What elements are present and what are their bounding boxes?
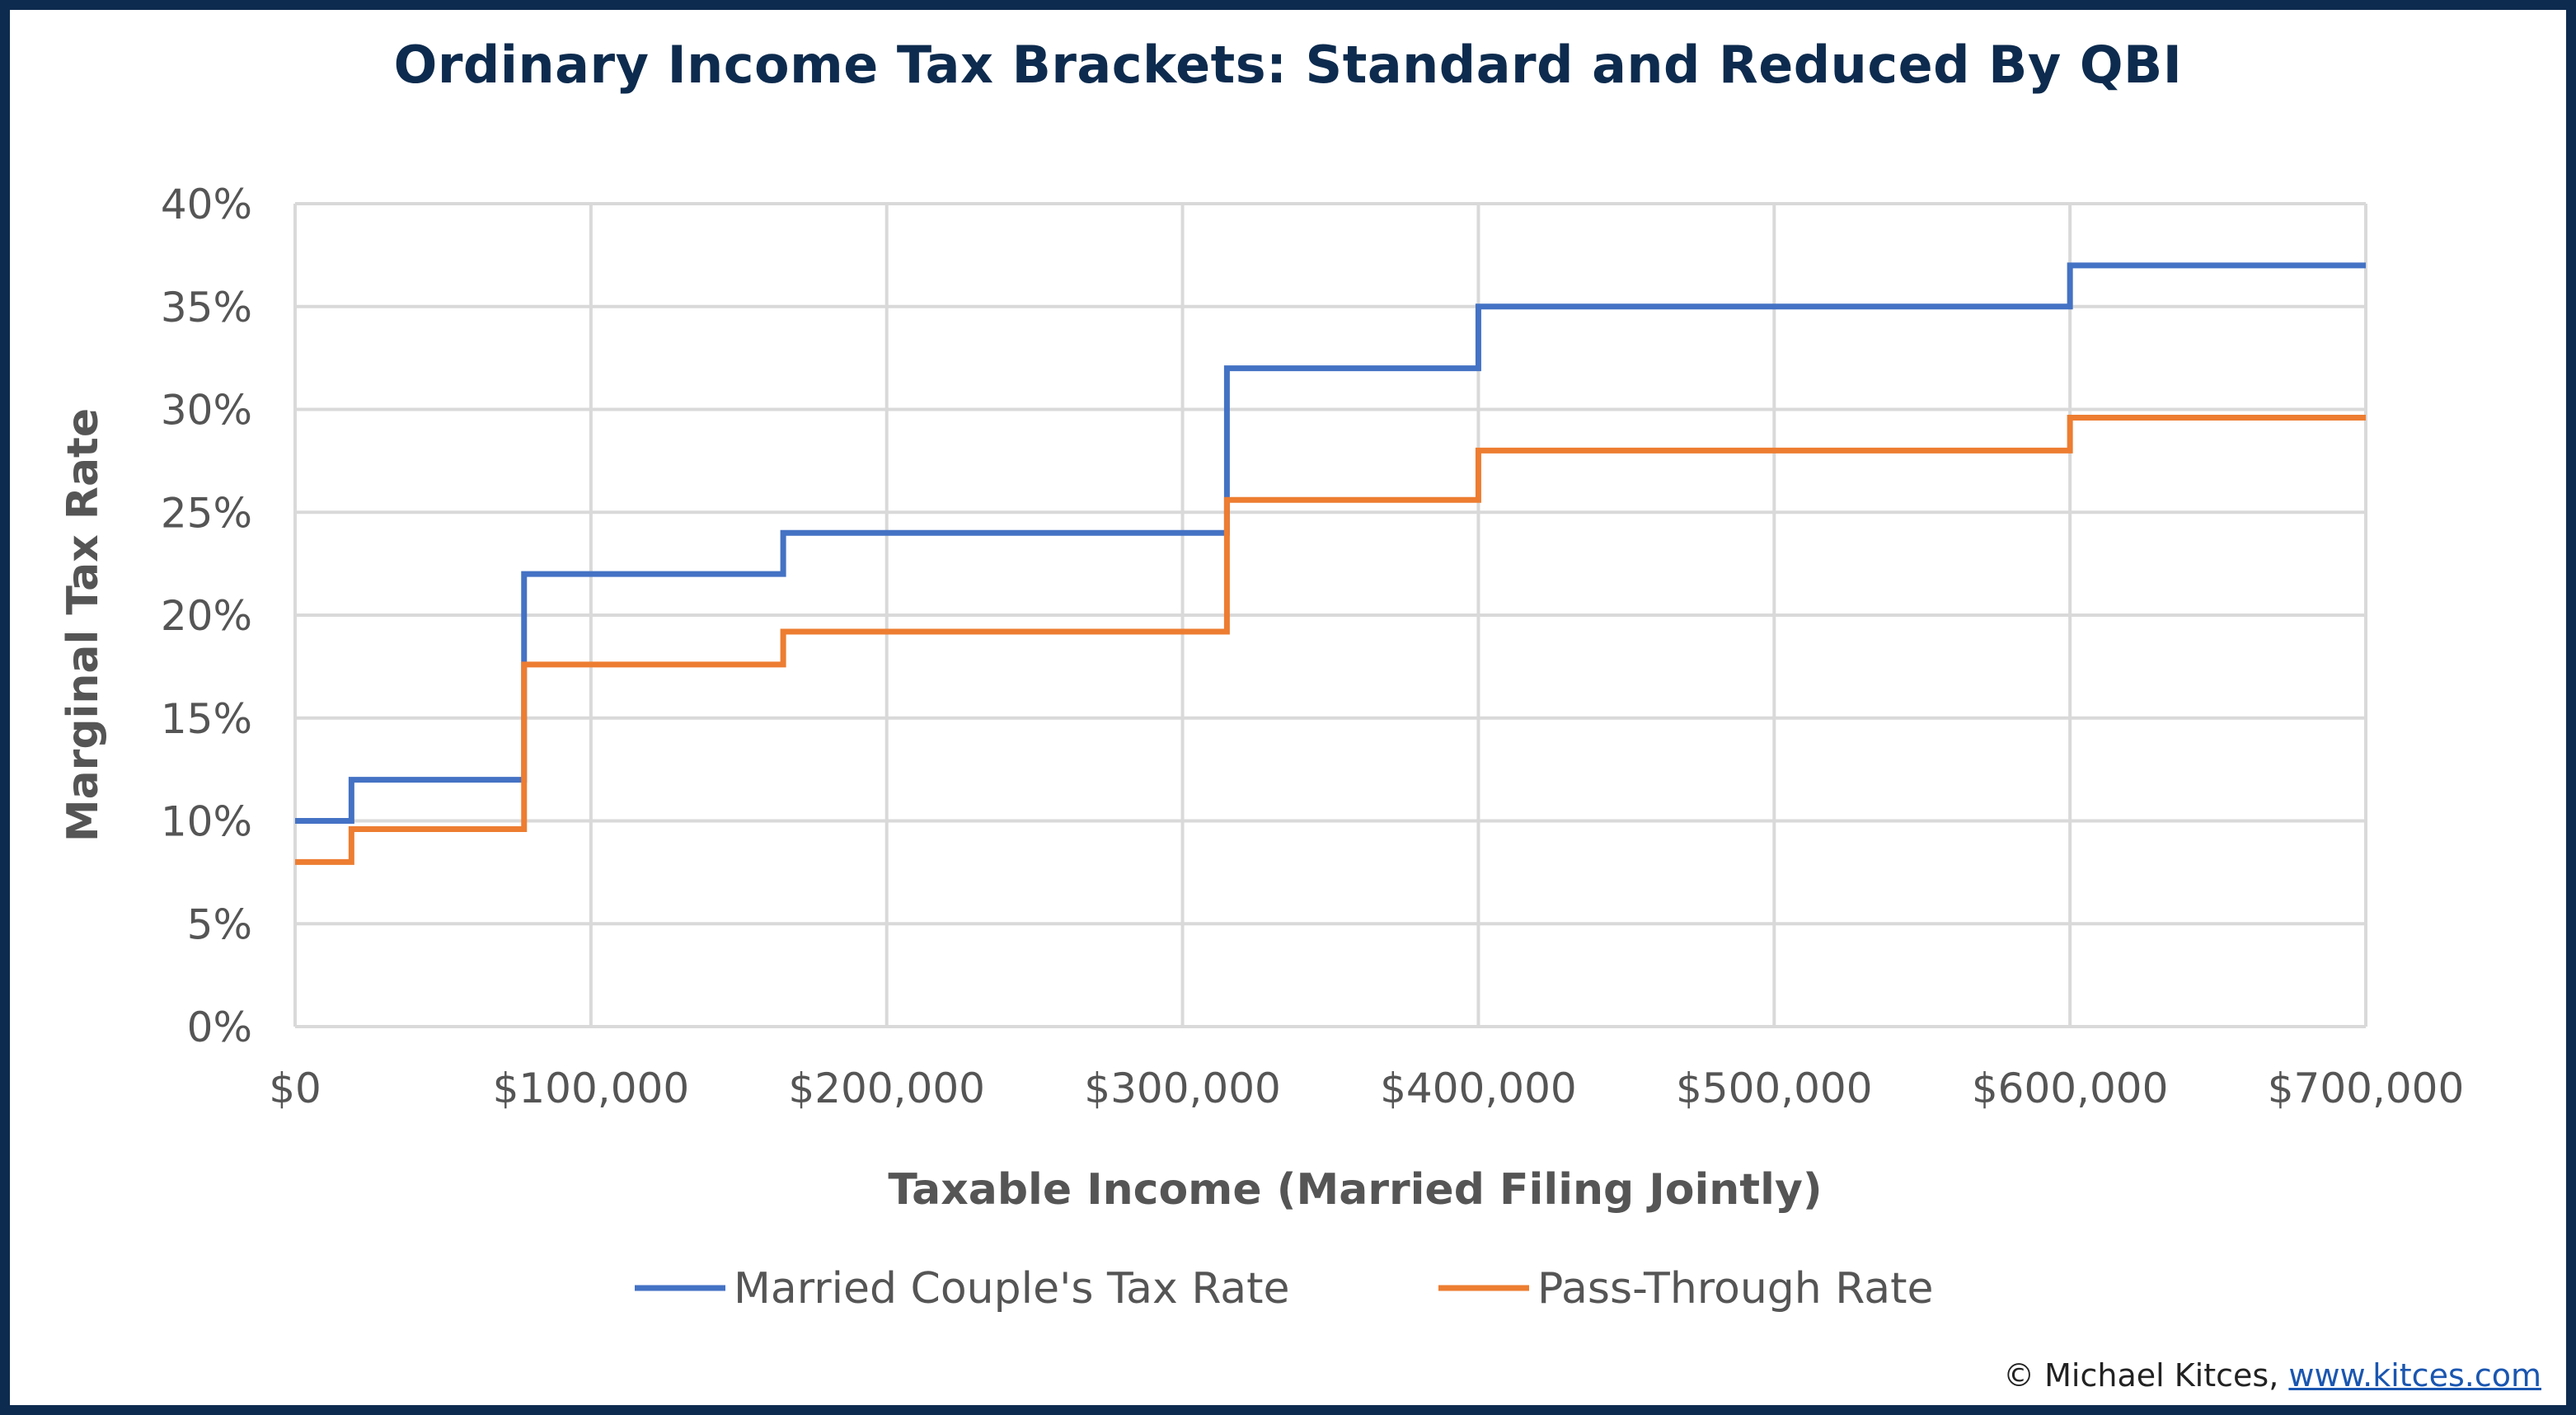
legend-label: Pass-Through Rate [1537,1264,1934,1314]
y-tick-label: 0% [187,1004,252,1051]
series-line-pass-through [295,414,2366,865]
legend-label: Married Couple's Tax Rate [734,1264,1290,1314]
x-tick-label: $600,000 [1972,1065,2169,1112]
x-tick-label: $100,000 [493,1065,690,1112]
copyright-text: © Michael Kitces, [2003,1357,2279,1394]
y-tick-label: 10% [161,798,252,846]
x-tick-label: $400,000 [1380,1065,1577,1112]
series-line-married-couple [295,262,2366,824]
y-tick-label: 40% [161,181,252,228]
y-tick-label: 15% [161,695,252,743]
x-tick-label: $500,000 [1676,1065,1873,1112]
copyright: © Michael Kitces, www.kitces.com [2003,1357,2541,1394]
x-tick-label: $200,000 [788,1065,985,1112]
x-tick-label: $300,000 [1084,1065,1281,1112]
chart-title: Ordinary Income Tax Brackets: Standard a… [393,35,2183,95]
x-tick-label: $0 [269,1065,321,1112]
x-tick-label: $700,000 [2268,1065,2465,1112]
y-tick-label: 25% [161,489,252,537]
kitces-link[interactable]: www.kitces.com [2288,1357,2541,1394]
x-axis-title: Taxable Income (Married Filing Jointly) [888,1165,1822,1215]
y-tick-label: 35% [161,284,252,331]
y-tick-label: 5% [187,900,252,948]
y-axis-title: Marginal Tax Rate [59,408,108,842]
y-tick-label: 30% [161,387,252,435]
y-tick-label: 20% [161,592,252,640]
